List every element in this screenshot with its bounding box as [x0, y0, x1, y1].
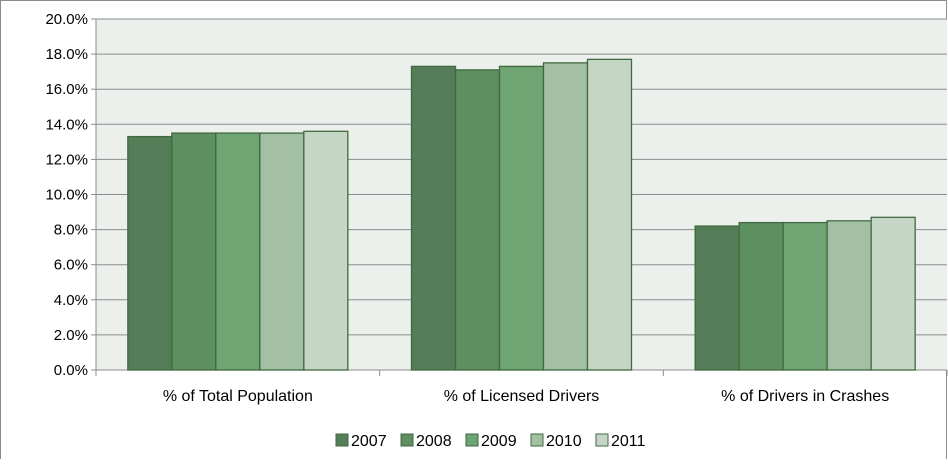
bar — [826, 220, 872, 371]
legend-label: 2007 — [351, 433, 387, 450]
bar — [586, 58, 633, 371]
y-tick-label: 20.0% — [45, 11, 88, 28]
y-tick-label: 2.0% — [54, 327, 88, 344]
y-tick-label: 16.0% — [45, 81, 88, 98]
y-tick-label: 18.0% — [45, 46, 88, 63]
x-tick-label: % of Total Population — [163, 388, 313, 405]
y-tick-label: 8.0% — [54, 222, 88, 239]
bar — [215, 132, 261, 371]
legend-swatch — [400, 433, 414, 447]
legend-swatch — [335, 433, 349, 447]
bar — [870, 216, 916, 371]
legend-swatch — [465, 433, 479, 447]
bar — [259, 132, 305, 371]
bar — [738, 221, 784, 371]
legend-label: 2011 — [611, 433, 646, 450]
bar — [454, 69, 501, 371]
bar — [171, 132, 217, 371]
y-tick-label: 12.0% — [45, 151, 88, 168]
bar — [303, 130, 349, 371]
x-tick-label: % of Drivers in Crashes — [721, 388, 889, 405]
bar — [410, 65, 457, 371]
bar — [782, 221, 828, 371]
legend-label: 2008 — [416, 433, 452, 450]
bar — [498, 65, 545, 371]
x-tick-label: % of Licensed Drivers — [444, 388, 600, 405]
y-tick-label: 0.0% — [54, 362, 88, 379]
bar — [127, 135, 173, 371]
legend-swatch — [595, 433, 609, 447]
legend-label: 2009 — [481, 433, 517, 450]
legend-label: 2010 — [546, 433, 582, 450]
bar — [542, 62, 589, 371]
y-tick-label: 6.0% — [54, 257, 88, 274]
y-tick-label: 10.0% — [45, 187, 88, 204]
y-tick-label: 4.0% — [54, 292, 88, 309]
y-tick-label: 14.0% — [45, 116, 88, 133]
bar — [694, 225, 740, 371]
legend-swatch — [530, 433, 544, 447]
